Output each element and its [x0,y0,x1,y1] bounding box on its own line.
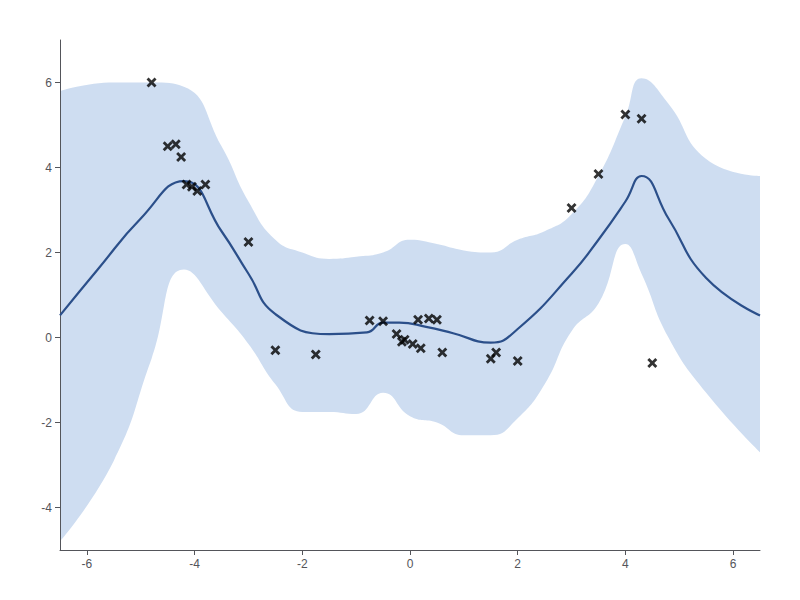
svg-text:-4: -4 [41,501,52,515]
svg-text:-6: -6 [82,557,93,571]
svg-text:-2: -2 [297,557,308,571]
svg-text:0: 0 [407,557,414,571]
svg-text:6: 6 [730,557,737,571]
svg-text:0: 0 [45,331,52,345]
svg-text:2: 2 [514,557,521,571]
svg-text:-2: -2 [41,416,52,430]
svg-text:4: 4 [622,557,629,571]
svg-text:6: 6 [45,76,52,90]
svg-text:2: 2 [45,246,52,260]
svg-text:-4: -4 [189,557,200,571]
svg-text:4: 4 [45,161,52,175]
